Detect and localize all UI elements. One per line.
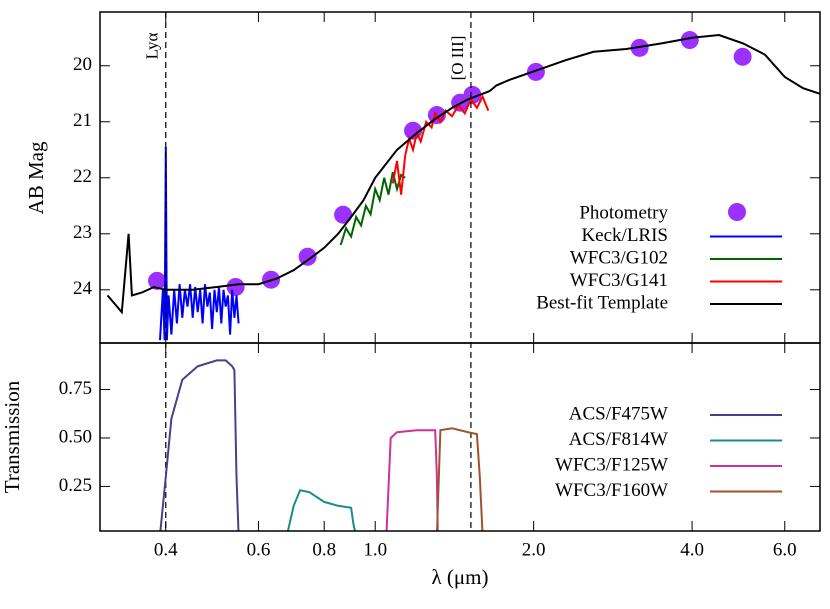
legend-label: WFC3/F125W — [555, 454, 668, 475]
plot-area — [106, 31, 820, 341]
x-tick-label: 6.0 — [773, 539, 797, 560]
x-axis-label: λ (μm) — [431, 565, 488, 589]
x-tick-label: 0.4 — [154, 539, 178, 560]
annotation-label: [O III] — [448, 36, 467, 81]
y-tick-label: 24 — [73, 278, 93, 299]
y-tick-label: 23 — [73, 222, 92, 243]
photometry-point — [298, 247, 317, 266]
legend-label: WFC3/F160W — [555, 480, 668, 501]
photometry-point — [334, 205, 353, 224]
series-line — [286, 489, 357, 531]
legend-label: WFC3/G141 — [570, 270, 668, 291]
series-line — [159, 146, 240, 341]
photometry-point — [148, 271, 167, 290]
legend-marker — [728, 203, 746, 221]
x-tick-label: 0.8 — [312, 539, 336, 560]
photometry-point — [526, 62, 545, 81]
series-line — [436, 427, 484, 531]
legend-label: Photometry — [579, 202, 668, 223]
photometry-point — [680, 31, 699, 50]
series-line — [385, 429, 439, 531]
x-tick-label: 4.0 — [680, 539, 704, 560]
y-axis-label: AB Mag — [24, 141, 48, 214]
x-tick-label: 2.0 — [522, 539, 546, 560]
y-tick-label: 22 — [73, 166, 92, 187]
legend-label: ACS/F814W — [569, 429, 668, 450]
y-axis-label: Transmission — [0, 380, 24, 493]
panel-frame — [99, 342, 821, 532]
photometry-point — [733, 47, 752, 66]
y-tick-label: 0.50 — [59, 426, 92, 447]
photometry-point — [226, 277, 245, 296]
y-tick-label: 20 — [73, 54, 92, 75]
plot-area — [159, 359, 484, 531]
legend-label: ACS/F475W — [569, 403, 668, 424]
legend-label: WFC3/G102 — [570, 247, 668, 268]
series-line — [339, 171, 406, 246]
series-line — [106, 33, 820, 315]
y-tick-label: 0.75 — [59, 378, 92, 399]
series-line — [159, 359, 240, 531]
x-tick-label: 0.6 — [247, 539, 271, 560]
legend-label: Best-fit Template — [536, 292, 668, 313]
legend-label: Keck/LRIS — [581, 225, 668, 246]
y-tick-label: 0.25 — [59, 475, 92, 496]
y-tick-label: 21 — [73, 110, 92, 131]
annotation-label: Lyα — [143, 32, 162, 59]
x-tick-label: 1.0 — [363, 539, 387, 560]
